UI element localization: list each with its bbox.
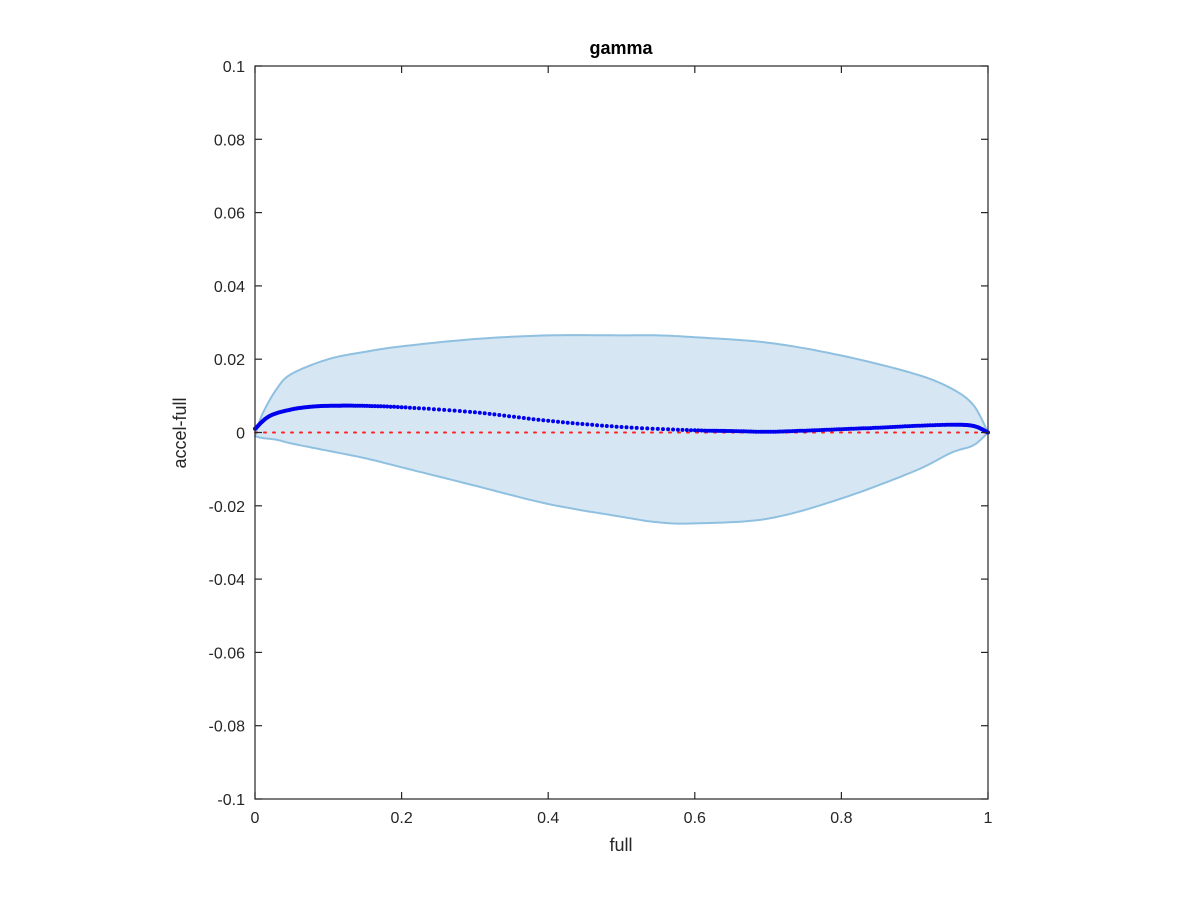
y-tick-label: -0.08	[209, 719, 246, 736]
series-point	[442, 407, 447, 412]
series-point	[431, 407, 436, 412]
series-point	[629, 425, 634, 430]
series-point	[600, 423, 604, 428]
series-point	[575, 421, 580, 426]
series-point	[378, 404, 383, 409]
series-point	[487, 411, 492, 416]
series-point	[531, 417, 536, 422]
series-point	[666, 427, 671, 432]
series-point	[452, 408, 457, 413]
series-point	[512, 414, 516, 419]
series-point	[417, 406, 421, 411]
series-point	[388, 404, 393, 409]
x-axis-label: full	[609, 835, 632, 855]
series-point	[570, 421, 575, 426]
series-point	[392, 404, 397, 409]
series-point	[516, 415, 521, 420]
x-tick-label: 0.6	[684, 810, 706, 827]
series-point	[492, 412, 497, 417]
series-point	[645, 426, 650, 431]
series-point	[675, 427, 680, 432]
series-point	[696, 428, 701, 433]
series-point	[624, 425, 629, 430]
x-tick-label: 0.2	[390, 810, 412, 827]
series-point	[370, 404, 375, 409]
series-point	[395, 405, 400, 409]
series-point	[604, 424, 609, 428]
series-point	[634, 425, 639, 430]
series-point	[680, 427, 685, 432]
series-point	[565, 420, 570, 425]
y-tick-label: 0.08	[214, 132, 245, 149]
series-point	[526, 416, 531, 421]
axes: 0 0.2 0.4 0.6 0.8 1 0.1 0.08 0.06 0.04 0.02 0 -0.02 -…	[209, 59, 993, 827]
series-point	[541, 418, 546, 423]
series-point	[655, 426, 660, 431]
series-point	[580, 422, 585, 426]
series-point	[614, 424, 619, 429]
series-point	[502, 413, 507, 418]
y-tick-label: -0.04	[209, 572, 246, 589]
series-point	[699, 428, 704, 433]
series-point	[640, 426, 644, 431]
series-point	[412, 406, 417, 410]
series-point	[507, 414, 512, 419]
series-point	[684, 428, 689, 432]
series-point	[556, 419, 560, 424]
y-tick-label: 0.04	[214, 279, 245, 296]
y-tick-label: 0.02	[214, 352, 245, 369]
series-point	[477, 410, 482, 415]
x-tick-label: 1	[984, 810, 993, 827]
y-tick-label: 0.1	[223, 59, 245, 76]
series-point	[472, 410, 477, 415]
series-point	[447, 408, 452, 413]
series-point	[590, 422, 595, 427]
series-point	[482, 411, 487, 416]
series-point	[609, 424, 614, 429]
series-point	[407, 405, 412, 410]
series-point	[399, 405, 404, 410]
chart-title: gamma	[589, 38, 653, 58]
series-point	[521, 416, 526, 420]
y-tick-label: -0.06	[209, 645, 246, 662]
y-tick-label: -0.1	[217, 792, 245, 809]
series-point	[437, 407, 441, 412]
series-point	[468, 409, 472, 414]
series-point	[619, 425, 624, 429]
y-axis-label: accel-full	[170, 397, 190, 468]
y-tick-label: 0	[236, 426, 245, 443]
series-point	[373, 404, 377, 409]
series-point	[382, 404, 386, 409]
x-tick-label: 0	[251, 810, 260, 827]
series-point	[426, 406, 431, 411]
series-point	[692, 428, 697, 433]
series-point	[560, 420, 565, 425]
series-point	[403, 405, 408, 410]
series-point	[585, 422, 590, 427]
y-tick-label: 0.06	[214, 206, 245, 223]
series-point	[462, 409, 467, 414]
series-point	[551, 419, 556, 424]
series-point	[595, 423, 600, 428]
series-point	[671, 427, 676, 432]
series-point	[497, 413, 502, 417]
series-point	[546, 418, 551, 423]
x-tick-label: 0.4	[537, 810, 559, 827]
series-point	[650, 426, 655, 431]
x-tick-label: 0.8	[830, 810, 852, 827]
y-tick-label: -0.02	[209, 499, 246, 516]
plot-area	[253, 334, 990, 525]
series-point	[385, 404, 390, 409]
series-point	[375, 404, 380, 409]
series-point	[689, 428, 693, 433]
series-point	[536, 417, 541, 422]
series-point	[457, 409, 462, 413]
series-point	[421, 406, 426, 411]
series-point	[661, 427, 665, 432]
